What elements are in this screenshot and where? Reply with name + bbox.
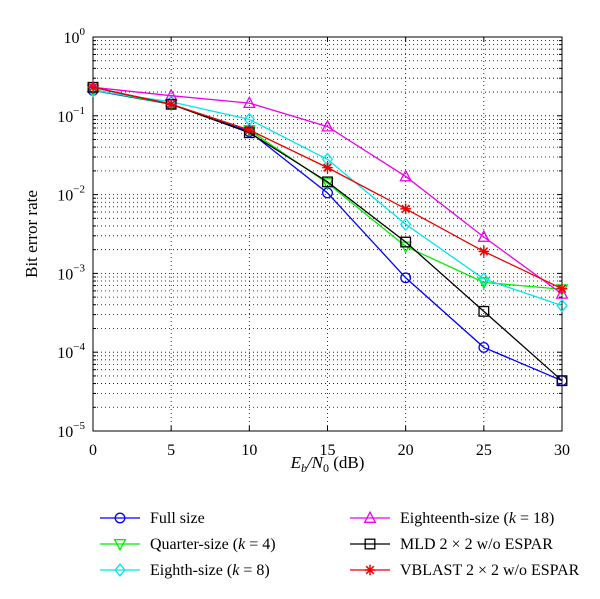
series-line	[92, 86, 563, 295]
data-point	[322, 162, 333, 173]
data-point	[478, 341, 490, 353]
data-point-stroke	[401, 204, 411, 214]
y-tick-label-exponent: −4	[73, 341, 85, 353]
data-point	[321, 119, 334, 132]
legend-label-var: k	[509, 510, 517, 527]
x-tick-label: 5	[167, 442, 175, 459]
data-point-stroke	[244, 125, 254, 135]
y-tick-label-base: 10	[57, 345, 73, 362]
series-1	[86, 84, 569, 297]
legend-label: Quarter-size (k = 4)	[150, 536, 276, 553]
y-tick-label: 10−5	[57, 420, 85, 441]
legend-label-post: = 18)	[516, 510, 554, 527]
x-axis-label-main: E	[290, 453, 302, 472]
axis-ticks	[92, 36, 563, 432]
data-point	[400, 203, 411, 215]
data-point-stroke	[557, 284, 567, 294]
y-tick-label-base: 10	[57, 266, 73, 283]
data-point	[477, 229, 491, 242]
legend-label-pre: Quarter-size (	[150, 536, 238, 553]
legend-label-post: = 4)	[245, 536, 275, 553]
x-axis-label-unit: (dB)	[329, 453, 364, 472]
x-axis-label-mid: /N	[306, 453, 325, 472]
x-tick-label: 30	[554, 442, 570, 459]
data-point	[556, 298, 568, 313]
y-tick-label-exponent: −3	[73, 262, 85, 274]
y-tick-label-base: 10	[57, 188, 73, 205]
x-tick-labels: 0 5 10 15 20 25 30	[89, 442, 570, 459]
legend-entry-eighteenth-size: Eighteenth-size (k = 18)	[350, 510, 554, 527]
legend-label: VBLAST 2 × 2 w/o ESPAR	[400, 562, 580, 579]
data-point-stroke	[365, 565, 375, 575]
x-tick-label: 25	[476, 442, 492, 459]
data-point	[399, 169, 413, 182]
grid	[93, 37, 562, 431]
legend-label-pre: Eighth-size (	[150, 562, 232, 579]
legend-entry-full-size: Full size	[100, 510, 205, 527]
legend-entry-mld: MLD 2 × 2 w/o ESPAR	[350, 536, 553, 553]
legend-label: Full size	[150, 510, 205, 527]
data-point-stroke	[166, 99, 176, 109]
legend-label-var: k	[232, 562, 240, 579]
y-tick-label: 10−1	[57, 105, 85, 126]
y-tick-label: 100	[64, 26, 86, 47]
data-point	[478, 246, 490, 257]
legend-label-pre: Eighteenth-size (	[400, 510, 509, 527]
y-tick-label-exponent: −2	[73, 184, 85, 196]
legend-label-post: = 8)	[239, 562, 269, 579]
y-tick-label-base: 10	[57, 109, 73, 126]
data-point	[322, 176, 333, 188]
legend-label-var: k	[238, 536, 246, 553]
y-tick-label-base: 10	[57, 424, 73, 441]
data-point	[400, 217, 412, 232]
data-point	[242, 95, 256, 109]
data-point	[556, 375, 568, 387]
data-point	[87, 81, 99, 93]
x-tick-label: 0	[89, 442, 97, 459]
legend-label: Eighteenth-size (k = 18)	[400, 510, 554, 527]
y-tick-label: 10−4	[57, 341, 85, 362]
x-axis-label: Eb/N0 (dB)	[290, 453, 365, 475]
x-axis-label-sub2: 0	[323, 461, 329, 475]
data-point	[244, 124, 255, 136]
legend-entry-quarter-size: Quarter-size (k = 4)	[100, 536, 276, 553]
y-tick-label-exponent: −1	[73, 105, 85, 117]
data-point	[364, 564, 376, 576]
legend-entry-eighth-size: Eighth-size (k = 8)	[100, 562, 270, 579]
data-point	[555, 286, 569, 299]
data-point	[556, 283, 568, 294]
data-point-stroke	[323, 163, 332, 172]
x-axis-label-sub1: b	[301, 461, 307, 475]
data-point	[364, 538, 376, 550]
legend-label: MLD 2 × 2 w/o ESPAR	[400, 536, 553, 553]
legend-label: Eighth-size (k = 8)	[150, 562, 270, 579]
data-point	[478, 272, 490, 286]
data-point	[114, 512, 126, 524]
y-tick-label: 10−2	[57, 184, 85, 205]
x-tick-label: 15	[320, 442, 336, 459]
series	[86, 80, 569, 387]
data-point	[478, 305, 490, 317]
x-tick-label: 10	[241, 442, 257, 459]
y-tick-label-exponent: 0	[80, 26, 86, 38]
x-tick-label: 20	[398, 442, 414, 459]
data-point-stroke	[88, 82, 98, 92]
data-point	[400, 236, 412, 248]
data-point	[477, 277, 491, 290]
legend: Full size Quarter-size (k = 4) Eighth-si…	[100, 510, 580, 579]
y-tick-label: 10−3	[57, 262, 85, 283]
series-5	[87, 81, 568, 294]
y-tick-label-base: 10	[64, 30, 80, 47]
data-point	[113, 539, 127, 552]
data-point	[114, 563, 126, 577]
data-point	[363, 510, 377, 523]
data-point	[165, 98, 177, 110]
y-tick-label-exponent: −5	[73, 420, 85, 432]
y-axis-label: Bit error rate	[22, 190, 41, 278]
legend-entry-vblast: VBLAST 2 × 2 w/o ESPAR	[350, 562, 580, 579]
data-point-stroke	[479, 247, 489, 256]
data-point	[400, 272, 412, 284]
